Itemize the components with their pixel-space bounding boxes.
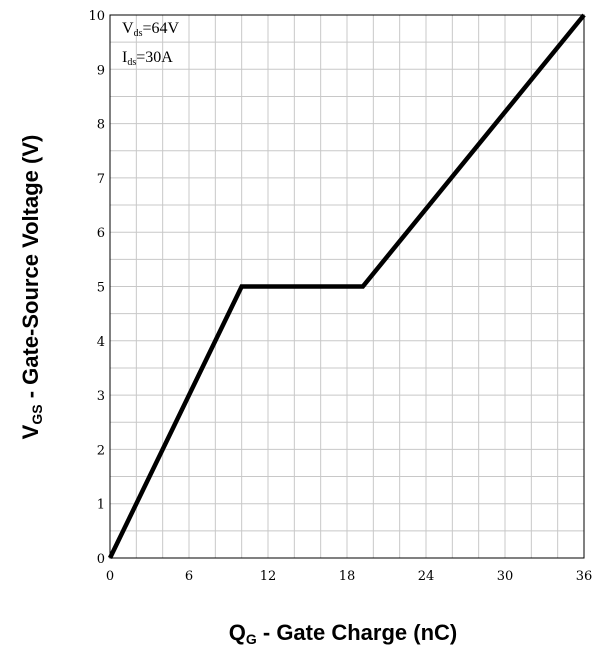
- x-tick-label: 0: [106, 569, 114, 584]
- x-tick-label: 18: [339, 569, 356, 584]
- y-tick-label: 6: [97, 226, 105, 241]
- y-tick-label: 10: [88, 9, 105, 24]
- x-axis-title: QG - Gate Charge (nC): [229, 620, 457, 647]
- gate-charge-curve: [107, 13, 586, 559]
- plot-frame: [109, 14, 585, 559]
- y-tick-label: 2: [97, 443, 105, 458]
- x-tick-label: 12: [260, 569, 277, 584]
- y-axis-title: VGS - Gate-Source Voltage (V): [18, 135, 45, 440]
- x-tick-label: 36: [576, 569, 593, 584]
- y-tick-label: 3: [97, 389, 105, 404]
- y-tick-label: 5: [97, 281, 105, 296]
- y-tick-label: 9: [97, 63, 105, 78]
- grid: [109, 14, 585, 559]
- y-tick-label: 1: [97, 498, 105, 513]
- x-tick-label: 30: [497, 569, 514, 584]
- svg-text:Ids=30A: Ids=30A: [122, 49, 173, 68]
- annotation-ids: Ids=30A: [122, 49, 173, 68]
- y-tick-label: 4: [97, 335, 105, 350]
- svg-text:VGS - Gate-Source Voltage (V): VGS - Gate-Source Voltage (V): [18, 135, 45, 440]
- y-tick-label: 7: [97, 172, 105, 187]
- x-tick-label: 24: [418, 569, 435, 584]
- svg-text:Vds=64V: Vds=64V: [122, 20, 179, 39]
- y-tick-label: 0: [97, 552, 105, 567]
- annotation-vds: Vds=64V: [122, 20, 179, 39]
- svg-text:QG - Gate Charge (nC): QG - Gate Charge (nC): [229, 620, 457, 647]
- y-tick-label: 8: [97, 118, 105, 133]
- x-tick-label: 6: [185, 569, 193, 584]
- series: [107, 13, 586, 559]
